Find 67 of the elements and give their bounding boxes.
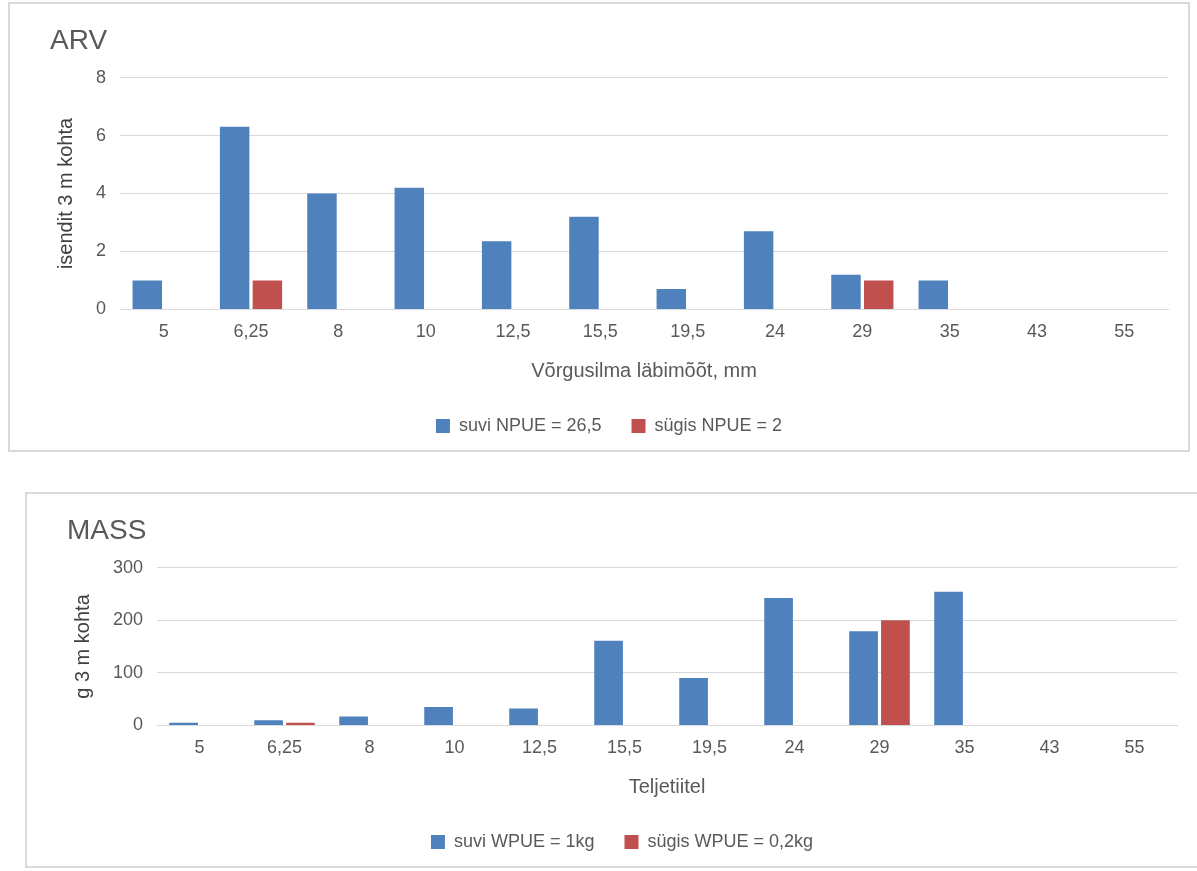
legend-label: suvi WPUE = 1kg (453, 830, 595, 851)
bar (424, 706, 453, 725)
bar (743, 231, 774, 309)
bar (881, 620, 910, 725)
x-tick-label: 24 (784, 737, 805, 758)
bar (918, 280, 949, 309)
bar (254, 720, 283, 725)
y-tick-label: 300 (112, 556, 144, 577)
x-tick-label: 24 (764, 321, 786, 342)
x-tick-label: 35 (954, 737, 975, 758)
y-tick-label: 0 (133, 714, 144, 735)
x-tick-label: 10 (444, 737, 465, 758)
x-tick-label: 43 (1039, 737, 1060, 758)
x-tick-label: 5 (158, 321, 169, 342)
x-tick-label: 29 (852, 321, 873, 342)
x-tick-label: 15,5 (582, 321, 618, 342)
bar (481, 241, 512, 309)
x-tick-label: 5 (194, 737, 205, 758)
x-axis-title: Teljetiitel (628, 774, 706, 797)
x-tick-label: 29 (869, 737, 890, 758)
bar (569, 216, 599, 309)
bar (594, 640, 623, 725)
chart-title: ARV (50, 23, 108, 55)
x-tick-label: 8 (364, 737, 375, 758)
x-tick-label: 55 (1124, 737, 1145, 758)
bar (307, 193, 337, 309)
x-tick-label: 15,5 (606, 737, 643, 758)
bar (219, 126, 250, 309)
bar (339, 716, 368, 725)
x-tick-label: 43 (1026, 321, 1048, 342)
x-tick-label: 6,25 (267, 737, 303, 758)
y-axis-title: g 3 m kohta (70, 593, 93, 699)
bar (831, 274, 861, 309)
legend-label: suvi NPUE = 26,5 (458, 414, 602, 435)
y-tick-label: 2 (96, 240, 107, 261)
x-tick-label: 35 (939, 321, 960, 342)
x-tick-label: 8 (333, 321, 344, 342)
x-tick-label: 12,5 (495, 321, 531, 342)
x-tick-label: 12,5 (522, 737, 558, 758)
x-tick-label: 19,5 (691, 737, 728, 758)
y-tick-label: 200 (112, 609, 144, 630)
bar (849, 631, 878, 725)
chart-title: MASS (67, 513, 147, 545)
bar (934, 591, 963, 725)
y-axis-title: isendit 3 m kohta (53, 117, 76, 270)
legend-label: sügis NPUE = 2 (654, 414, 783, 435)
bar (252, 280, 283, 309)
bar (656, 289, 687, 309)
bar (394, 187, 425, 309)
y-tick-label: 8 (96, 66, 107, 87)
x-tick-label: 6,25 (233, 321, 269, 342)
bar (286, 722, 315, 725)
y-tick-label: 100 (112, 661, 144, 682)
x-axis-title: Võrgusilma läbimõõt, mm (531, 358, 757, 381)
x-tick-label: 55 (1114, 321, 1135, 342)
bar (509, 708, 538, 725)
bar (132, 280, 163, 309)
x-tick-label: 10 (415, 321, 436, 342)
bar (764, 598, 793, 725)
legend-label: sügis WPUE = 0,2kg (647, 830, 814, 851)
y-tick-label: 4 (96, 182, 107, 203)
bar (169, 722, 198, 725)
x-tick-label: 19,5 (670, 321, 706, 342)
bar (863, 280, 894, 309)
y-tick-label: 0 (96, 298, 107, 319)
y-tick-label: 6 (96, 124, 107, 145)
bar (679, 678, 708, 725)
